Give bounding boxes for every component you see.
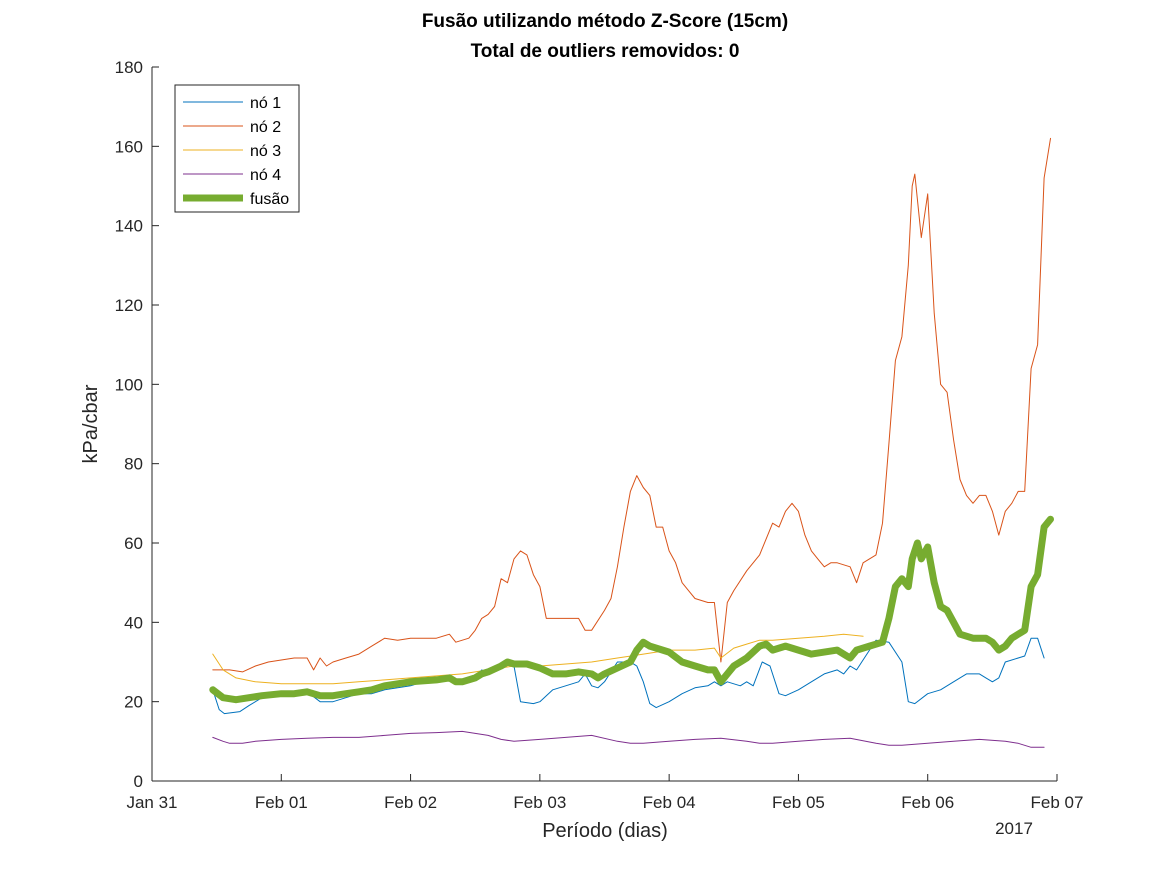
- x-tick-label: Feb 02: [384, 793, 437, 812]
- y-axis-label: kPa/cbar: [80, 384, 102, 463]
- legend-label: nó 1: [250, 95, 281, 112]
- y-tick-label: 80: [124, 455, 143, 474]
- y-ticks: 0 20 40 60 80 100 120 140 160 180: [115, 58, 159, 791]
- x-tick-label: Feb 01: [255, 793, 308, 812]
- series-line-fusão: [209, 515, 1054, 704]
- axes: [151, 67, 1057, 782]
- series-line-nó-2: [212, 137, 1051, 673]
- legend: nó 1 nó 2 nó 3 nó 4 fusão: [174, 84, 300, 213]
- x-tick-label: Feb 04: [643, 793, 696, 812]
- series-line-nó-4: [212, 730, 1045, 748]
- y-tick-label: 0: [134, 772, 143, 791]
- x-tick-label: Feb 07: [1031, 793, 1084, 812]
- chart-title-line-2: Total de outliers removidos: 0: [471, 41, 740, 62]
- x-tick-label: Feb 06: [901, 793, 954, 812]
- x-year-label: 2017: [995, 819, 1033, 838]
- legend-label: nó 3: [250, 143, 281, 160]
- series-line-nó-1: [212, 637, 1045, 715]
- legend-label: fusão: [250, 191, 289, 208]
- chart-title-line-1: Fusão utilizando método Z-Score (15cm): [422, 11, 788, 32]
- legend-label: nó 4: [250, 167, 281, 184]
- legend-box: [174, 84, 300, 213]
- y-tick-label: 60: [124, 534, 143, 553]
- x-tick-label: Jan 31: [126, 793, 177, 812]
- x-ticks: Jan 31 Feb 01 Feb 02 Feb 03 Feb 04 Feb 05 Feb …: [126, 774, 1083, 812]
- plot-area: [209, 137, 1054, 748]
- x-tick-label: Feb 03: [513, 793, 566, 812]
- y-tick-label: 20: [124, 693, 143, 712]
- x-tick-label: Feb 05: [772, 793, 825, 812]
- y-tick-label: 140: [115, 217, 143, 236]
- y-tick-label: 100: [115, 375, 143, 394]
- y-tick-label: 120: [115, 296, 143, 315]
- y-tick-label: 40: [124, 613, 143, 632]
- y-tick-label: 180: [115, 58, 143, 77]
- legend-label: nó 2: [250, 119, 281, 136]
- x-axis-label: Período (dias): [542, 820, 668, 842]
- y-tick-label: 160: [115, 137, 143, 156]
- series-line-nó-3: [212, 633, 864, 685]
